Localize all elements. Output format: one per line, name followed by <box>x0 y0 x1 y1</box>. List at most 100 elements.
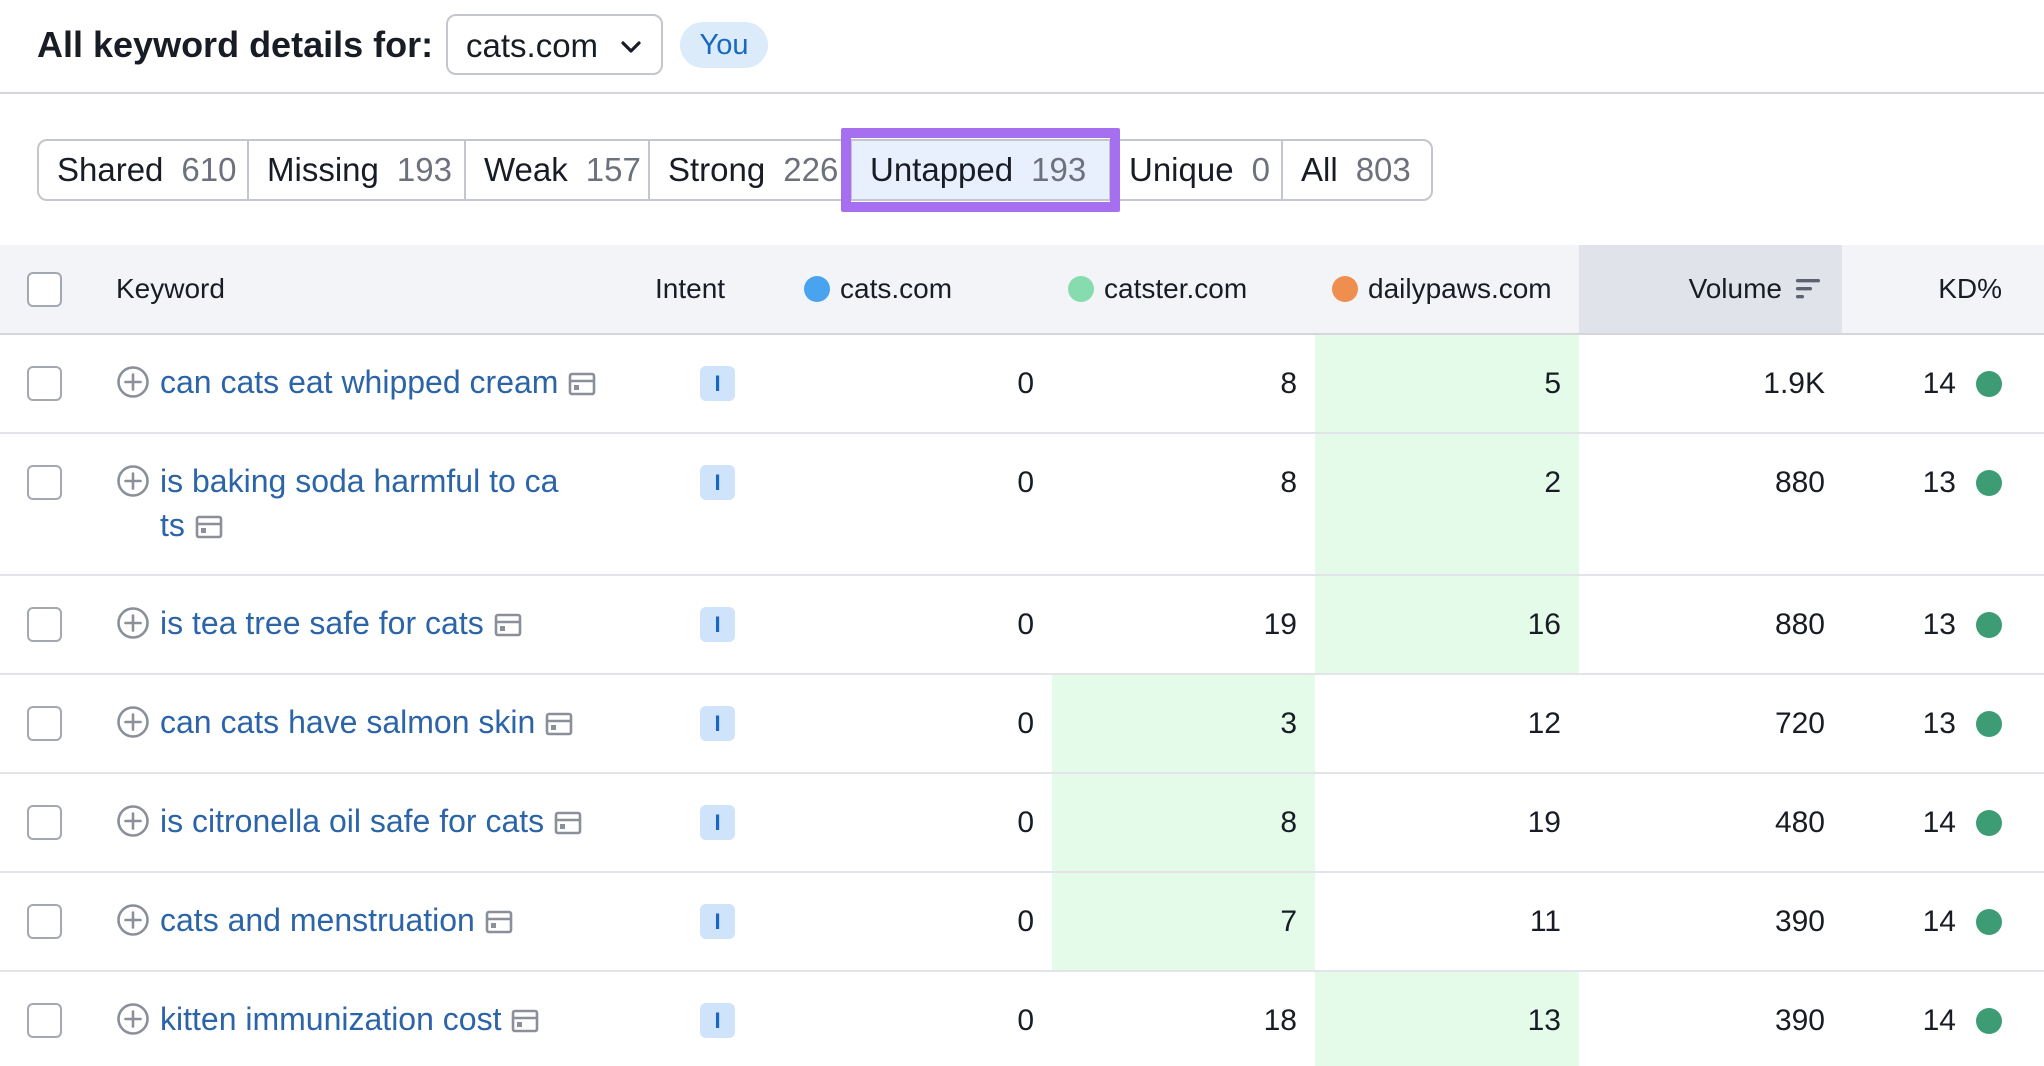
tab-label: Missing <box>267 151 379 188</box>
serp-features-icon[interactable] <box>568 363 596 396</box>
serp-features-icon[interactable] <box>195 506 223 539</box>
keyword-link[interactable]: is baking soda harmful to ca ts <box>160 459 558 547</box>
tab-label: Untapped <box>870 151 1014 188</box>
search-volume: 480 <box>1774 806 1825 839</box>
keyword-link[interactable]: can cats have salmon skin <box>160 700 573 744</box>
row-checkbox[interactable] <box>27 465 62 500</box>
catster-com-position: 8 <box>1280 806 1297 839</box>
intent-badge: I <box>700 366 735 401</box>
sort-descending-icon[interactable] <box>1794 277 1822 301</box>
domain-select-value: cats.com <box>466 27 599 64</box>
add-keyword-plus-icon[interactable] <box>116 705 150 739</box>
catster-com-position: 19 <box>1263 608 1297 641</box>
keyword-text: is baking soda harmful to ca <box>160 463 559 499</box>
table-row: kitten immunization cost I 0 18 13 390 14 <box>0 972 2044 1066</box>
column-cats-com[interactable]: cats.com <box>804 245 952 333</box>
row-checkbox[interactable] <box>27 607 62 642</box>
intent-badge: I <box>700 1003 735 1038</box>
best-position-highlight <box>1052 675 1315 772</box>
chevron-down-icon <box>621 41 641 53</box>
keyword-link[interactable]: kitten immunization cost <box>160 997 539 1041</box>
page-title: All keyword details for: <box>37 24 434 65</box>
catster-com-position: 3 <box>1280 707 1297 740</box>
best-position-highlight <box>1315 972 1579 1066</box>
tab-unique[interactable]: Unique 0 <box>1111 141 1283 199</box>
column-keyword[interactable]: Keyword <box>116 245 225 333</box>
catster-com-position: 8 <box>1280 466 1297 499</box>
add-keyword-plus-icon[interactable] <box>116 1002 150 1036</box>
difficulty-indicator-dot <box>1976 711 2002 737</box>
serp-features-icon[interactable] <box>554 802 582 835</box>
add-keyword-plus-icon[interactable] <box>116 365 150 399</box>
tab-count: 193 <box>396 151 452 188</box>
difficulty-indicator-dot <box>1976 470 2002 496</box>
best-position-highlight <box>1315 576 1579 673</box>
keyword-link[interactable]: is tea tree safe for cats <box>160 601 522 645</box>
dailypaws-com-position: 19 <box>1527 806 1561 839</box>
dailypaws-com-position: 16 <box>1527 608 1561 641</box>
keyword-difficulty: 13 <box>1922 707 1956 740</box>
tab-all[interactable]: All 803 <box>1283 141 1431 199</box>
cats-com-position: 0 <box>1017 806 1034 839</box>
keyword-link[interactable]: cats and menstruation <box>160 898 513 942</box>
tab-weak[interactable]: Weak 157 <box>466 141 650 199</box>
tab-shared[interactable]: Shared 610 <box>39 141 249 199</box>
keyword-text: can cats eat whipped cream <box>160 364 559 400</box>
column-volume[interactable]: Volume <box>1579 245 1842 333</box>
tab-count: 803 <box>1355 151 1411 188</box>
serp-features-icon[interactable] <box>511 1000 539 1033</box>
row-checkbox[interactable] <box>27 706 62 741</box>
row-checkbox[interactable] <box>27 366 62 401</box>
table-row: can cats eat whipped cream I 0 8 5 1.9K 14 <box>0 335 2044 434</box>
keyword-link[interactable]: can cats eat whipped cream <box>160 360 596 404</box>
add-keyword-plus-icon[interactable] <box>116 464 150 498</box>
keyword-difficulty: 13 <box>1922 608 1956 641</box>
cats-com-position: 0 <box>1017 608 1034 641</box>
table-row: cats and menstruation I 0 7 11 390 14 <box>0 873 2044 972</box>
add-keyword-plus-icon[interactable] <box>116 804 150 838</box>
tab-strong[interactable]: Strong 226 <box>650 141 852 199</box>
dailypaws-com-position: 2 <box>1544 466 1561 499</box>
row-checkbox[interactable] <box>27 904 62 939</box>
select-all-checkbox[interactable] <box>27 272 62 307</box>
keyword-difficulty: 14 <box>1922 905 1956 938</box>
keyword-link[interactable]: is citronella oil safe for cats <box>160 799 582 843</box>
difficulty-indicator-dot <box>1976 909 2002 935</box>
intent-badge: I <box>700 465 735 500</box>
column-kd[interactable]: KD% <box>1842 245 2002 333</box>
column-keyword-label: Keyword <box>116 273 225 304</box>
tab-label: Unique <box>1129 151 1234 188</box>
cats-com-position: 0 <box>1017 905 1034 938</box>
table-row: is citronella oil safe for cats I 0 8 19 480 1… <box>0 774 2044 873</box>
catster-com-position: 18 <box>1263 1004 1297 1037</box>
tab-missing[interactable]: Missing 193 <box>249 141 466 199</box>
serp-features-icon[interactable] <box>494 604 522 637</box>
column-intent[interactable]: Intent <box>655 245 725 333</box>
row-checkbox[interactable] <box>27 1003 62 1038</box>
column-catster-com[interactable]: catster.com <box>1068 245 1247 333</box>
keyword-text-wrap: ts <box>160 507 185 543</box>
keyword-cell: cats and menstruation <box>116 898 616 942</box>
domain-select[interactable]: cats.com <box>446 14 663 75</box>
serp-features-icon[interactable] <box>545 703 573 736</box>
column-dailypaws-com[interactable]: dailypaws.com <box>1332 245 1552 333</box>
add-keyword-plus-icon[interactable] <box>116 606 150 640</box>
dailypaws-com-position: 11 <box>1529 905 1561 938</box>
tab-count: 193 <box>1031 151 1087 188</box>
cats-com-position: 0 <box>1017 367 1034 400</box>
keyword-cell: kitten immunization cost <box>116 997 616 1041</box>
intent-badge: I <box>700 904 735 939</box>
keyword-table: Keyword Intent cats.com catster.com dail… <box>0 245 2044 1066</box>
add-keyword-plus-icon[interactable] <box>116 903 150 937</box>
serp-features-icon[interactable] <box>485 901 513 934</box>
keyword-text: can cats have salmon skin <box>160 704 536 740</box>
row-checkbox[interactable] <box>27 805 62 840</box>
table-row: can cats have salmon skin I 0 3 12 720 13 <box>0 675 2044 774</box>
cats-com-position: 0 <box>1017 466 1034 499</box>
tab-untapped[interactable]: Untapped 193 <box>841 128 1120 212</box>
tab-count: 0 <box>1251 151 1270 188</box>
tab-label: Shared <box>57 151 164 188</box>
column-cats-com-label: cats.com <box>840 273 953 304</box>
keyword-cell: can cats eat whipped cream <box>116 360 616 404</box>
best-position-highlight <box>1052 873 1315 970</box>
